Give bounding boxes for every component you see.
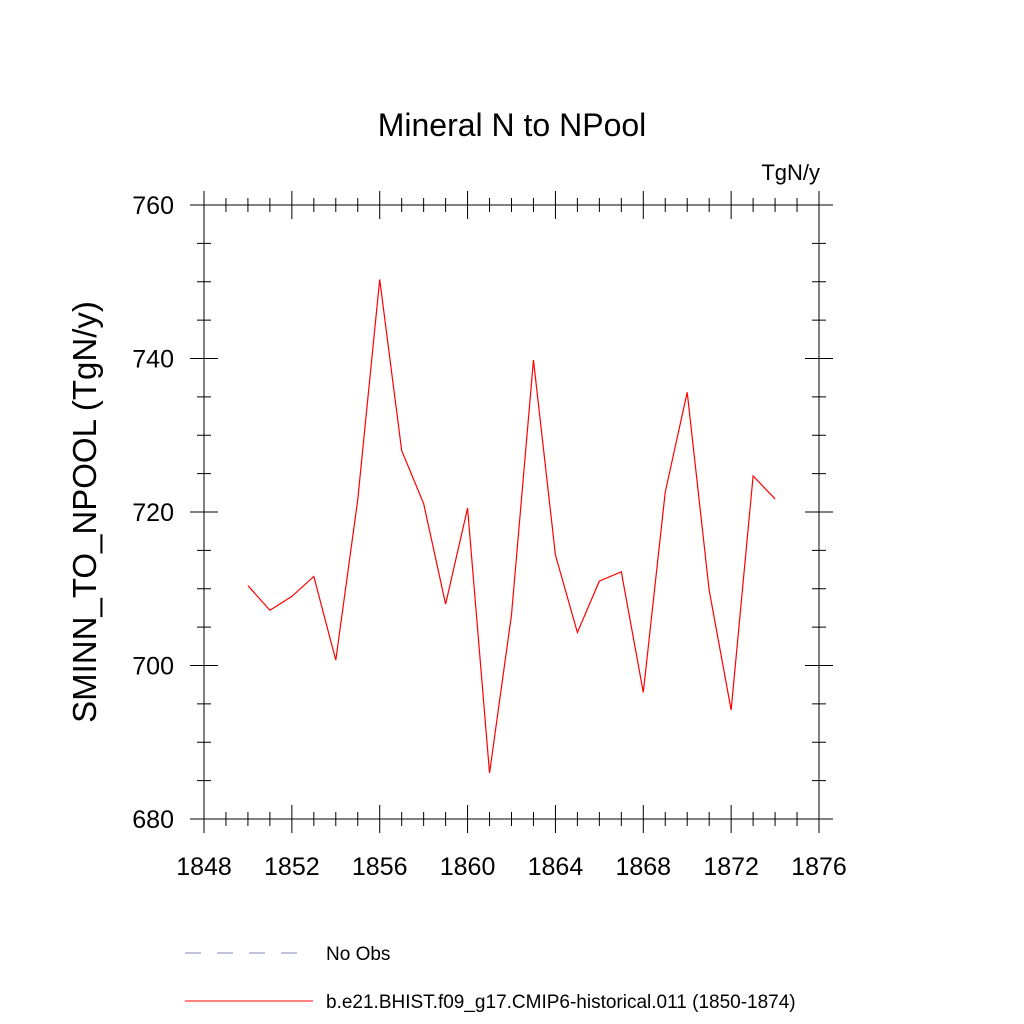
x-tick-label: 1860 (440, 853, 496, 881)
legend: No Obs b.e21.BHIST.f09_g17.CMIP6-historic… (185, 944, 796, 1013)
x-tick-labels: 1848 1852 1856 1860 1864 1868 1872 1876 (176, 853, 847, 881)
x-tick-label: 1856 (352, 853, 408, 881)
x-tick-label: 1868 (615, 853, 671, 881)
y-tick-label: 740 (132, 346, 174, 374)
y-tick-label: 760 (132, 192, 174, 220)
x-tick-label: 1876 (791, 853, 847, 881)
legend-label: No Obs (326, 944, 390, 965)
chart-title: Mineral N to NPool (378, 107, 647, 143)
y-tick-labels: 680 700 720 740 760 (132, 192, 174, 834)
x-tick-label: 1864 (528, 853, 584, 881)
y-tick-label: 700 (132, 653, 174, 681)
units-label: TgN/y (761, 160, 820, 185)
plot-frame (203, 204, 820, 820)
axis-ticks (190, 191, 833, 833)
x-tick-label: 1848 (176, 853, 232, 881)
series-line (247, 279, 776, 774)
y-tick-label: 720 (132, 499, 174, 527)
x-tick-label: 1872 (703, 853, 759, 881)
y-axis-label: SMINN_TO_NPOOL (TgN/y) (66, 301, 103, 723)
y-tick-label: 680 (132, 806, 174, 834)
data-series (247, 279, 776, 774)
x-tick-label: 1852 (264, 853, 320, 881)
legend-label: b.e21.BHIST.f09_g17.CMIP6-historical.011… (326, 992, 796, 1013)
